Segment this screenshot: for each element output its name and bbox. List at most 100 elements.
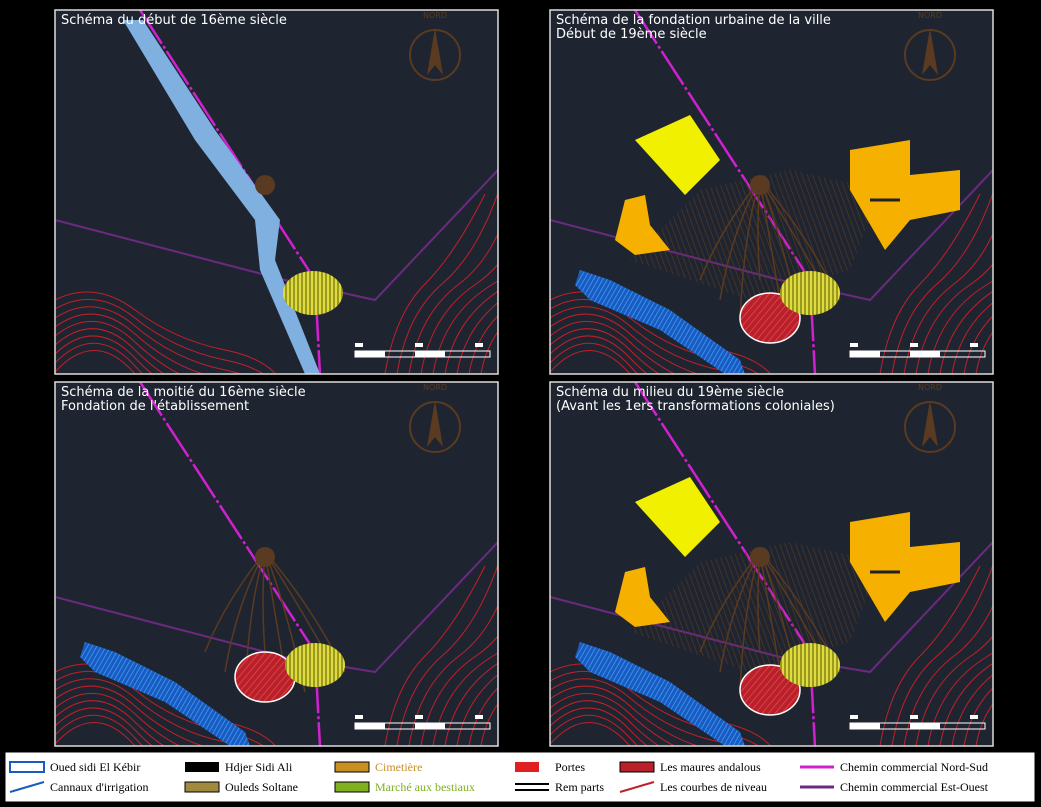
panel-content: NORD — [550, 10, 993, 374]
hdjer-zone — [635, 477, 720, 557]
swatch — [9, 761, 45, 773]
legend-label: Les courbes de niveau — [660, 780, 767, 794]
panel-title: Schéma du début de 16ème siècle — [61, 13, 287, 28]
contour-line — [480, 330, 498, 374]
contour-line — [55, 700, 165, 746]
compass-arrow — [427, 400, 443, 447]
hdjer-node — [750, 547, 770, 567]
andalous-zone — [739, 292, 801, 344]
compass-arrow — [922, 400, 938, 447]
swatch — [619, 781, 655, 793]
scale-bar — [354, 343, 491, 358]
contour-line — [927, 280, 993, 374]
hdjer-node — [255, 175, 275, 195]
legend-label: Les maures andalous — [660, 760, 761, 774]
contour-line — [915, 263, 993, 374]
contour-line — [951, 302, 993, 374]
swatch — [334, 761, 370, 773]
contour-line — [975, 702, 993, 746]
contour-line — [55, 342, 144, 374]
map-panel: NORD Schéma de la moitié du 16ème siècleF… — [54, 381, 499, 747]
canal — [575, 642, 745, 746]
contour-line — [384, 565, 486, 746]
swatch — [9, 781, 45, 793]
contour-line — [903, 232, 993, 374]
scale-tick — [415, 715, 423, 719]
contour-line — [55, 291, 277, 374]
legend-label: Rem parts — [555, 780, 604, 794]
contour-line — [891, 191, 993, 374]
panel-title: Début de 19ème siècle — [556, 27, 707, 42]
panel-title: Schéma de la moitié du 16ème siècle — [61, 385, 306, 400]
contour-line — [550, 321, 676, 374]
canal — [80, 642, 250, 746]
contour-line — [420, 263, 498, 374]
scale-tick — [850, 715, 858, 719]
panel-content: NORD — [550, 382, 993, 746]
river — [123, 20, 320, 374]
panel-border — [54, 381, 499, 747]
scale-tick — [910, 715, 918, 719]
canal — [575, 270, 745, 374]
contour-line — [891, 563, 993, 746]
map-panel: NORD Schéma du milieu du 19ème siècle(Ava… — [549, 381, 994, 747]
compass-arrow — [922, 28, 938, 75]
soltane-zone — [283, 271, 343, 315]
legend-label: Portes — [555, 760, 585, 774]
compass-label: NORD — [918, 11, 942, 20]
legend-label: Oued sidi El Kébir — [50, 760, 140, 774]
map-panel: NORD Schéma de la fondation urbaine de la… — [549, 9, 994, 375]
scale-tick — [475, 715, 483, 719]
contour-line — [408, 604, 498, 746]
contour-line — [879, 193, 981, 374]
contour-line — [550, 707, 648, 746]
scale-bar — [354, 715, 491, 730]
contour-line — [550, 700, 660, 746]
contour-line — [951, 674, 993, 746]
andalous-zone — [739, 664, 801, 716]
contour-line — [384, 193, 486, 374]
contour-line — [55, 321, 181, 374]
scale-tick — [355, 343, 363, 347]
contour-line — [408, 232, 498, 374]
settlement — [630, 542, 880, 672]
contour-line — [550, 328, 660, 374]
contour-line — [468, 686, 498, 746]
contour-line — [55, 313, 205, 374]
scale-tick — [355, 715, 363, 719]
scale-tick — [910, 343, 918, 347]
contour-line — [432, 280, 498, 374]
hdjer-zone — [635, 115, 720, 195]
scale-seg — [415, 723, 445, 729]
scale-seg — [910, 351, 940, 357]
legend-label: Marché aux bestiaux — [375, 780, 475, 794]
cemetery — [615, 195, 670, 255]
contour-line — [963, 314, 993, 374]
contour-line — [444, 290, 498, 374]
contour-line — [939, 290, 993, 374]
swatch — [515, 762, 539, 772]
contour-line — [55, 707, 153, 746]
panel-content: NORD — [55, 382, 498, 746]
swatch — [185, 762, 219, 772]
contour-line — [550, 722, 631, 746]
soltane-zone — [780, 643, 840, 687]
compass-label: NORD — [918, 383, 942, 392]
contour-line — [55, 335, 153, 374]
contour-line — [432, 652, 498, 746]
contour-line — [550, 313, 700, 374]
contour-line — [550, 693, 676, 746]
contour-line — [55, 693, 181, 746]
settlement — [630, 170, 880, 300]
swatch — [334, 781, 370, 793]
scale-bar — [849, 715, 986, 730]
panel-title: Schéma du milieu du 19ème siècle — [556, 385, 784, 400]
contour-line — [927, 652, 993, 746]
hdjer-node — [750, 175, 770, 195]
cemetery — [850, 140, 960, 250]
contour-line — [975, 330, 993, 374]
contour-line — [550, 342, 639, 374]
compass-label: NORD — [423, 383, 447, 392]
contour-line — [915, 635, 993, 746]
